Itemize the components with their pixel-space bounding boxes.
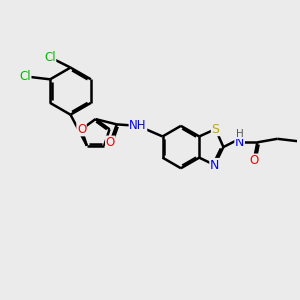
Text: N: N bbox=[210, 158, 219, 172]
Text: NH: NH bbox=[129, 119, 147, 132]
Text: H: H bbox=[236, 128, 244, 139]
Text: H: H bbox=[236, 134, 244, 144]
Text: O: O bbox=[249, 154, 258, 167]
Text: N: N bbox=[235, 136, 244, 149]
Text: O: O bbox=[77, 123, 86, 136]
Text: Cl: Cl bbox=[19, 70, 31, 83]
Text: S: S bbox=[212, 123, 220, 136]
Text: Cl: Cl bbox=[44, 51, 56, 64]
Text: O: O bbox=[106, 136, 115, 149]
